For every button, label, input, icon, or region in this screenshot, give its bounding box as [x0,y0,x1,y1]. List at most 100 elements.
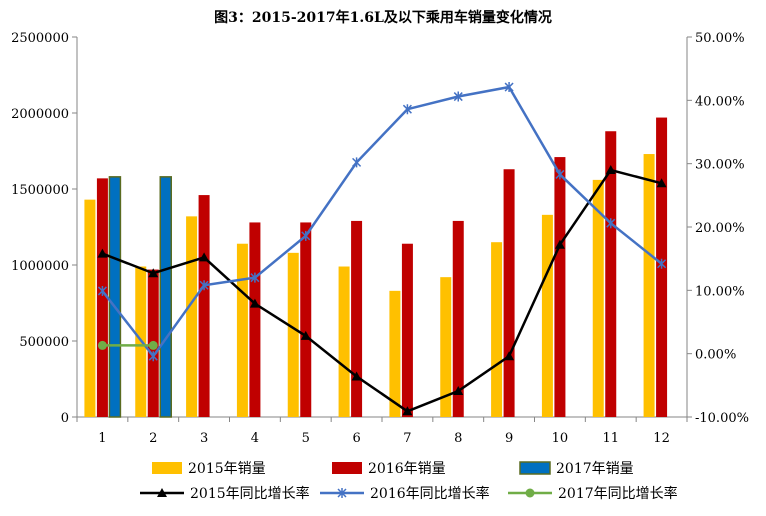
bar-2016-month-8 [452,220,464,417]
bar-2016-month-11 [605,131,617,418]
bar-2016-month-9 [503,169,515,417]
bar-2016-month-7 [401,243,413,417]
bar-2015-month-6 [338,266,350,417]
bar-2016-month-6 [351,220,363,417]
point-2015-month-11 [605,165,616,174]
bar-2015-month-7 [389,290,401,417]
point-2016-month-7-marker [402,104,412,115]
legend-swatch-2017-growth [508,488,552,498]
x-tick-label: 8 [454,431,462,446]
line-2016-growth [101,85,663,359]
x-tick-label: 4 [251,431,259,446]
bar-2015-month-1 [84,199,96,417]
bar-2015-month-3 [186,216,198,417]
bar-2015-month-12 [643,154,655,418]
point-2016-month-11-marker [606,218,616,229]
chart-title: 图3：2015-2017年1.6L及以下乘用车销量变化情况 [214,9,552,26]
point-2016-month-6-marker [352,157,362,168]
x-tick-label: 3 [200,431,208,446]
legend-swatch-2016-growth-marker [337,488,347,498]
left-tick-label: 0 [61,411,69,426]
x-tick-label: 11 [602,431,619,446]
right-tick-label: 0.00% [695,348,736,363]
point-2016-month-4 [250,272,260,283]
point-2015-month-4 [249,298,260,308]
left-tick-label: 500000 [19,335,69,350]
point-2016-month-5-marker [301,230,311,241]
x-tick-label: 5 [302,431,310,446]
point-2015-month-3 [199,252,210,262]
point-2015-month-1 [97,248,108,258]
point-2017-month-1 [97,340,107,350]
point-2016-month-1 [97,285,107,296]
right-tick-label: 20.00% [695,221,745,236]
point-2016-month-1-marker [97,285,107,296]
right-tick-label: 40.00% [695,94,745,109]
legend-swatch-2015-sales [152,462,182,474]
bar-2016-month-5 [300,222,312,417]
left-tick-label: 1000000 [11,259,69,274]
bar-2015-month-11 [592,179,604,417]
legend-label-2016-sales: 2016年销量 [368,461,446,477]
x-tick-label: 9 [505,431,513,446]
left-tick-label: 2500000 [11,31,69,46]
point-2015-month-12 [656,178,667,188]
bar-2017-month-2 [159,176,172,418]
legend-swatch-2015-growth-marker [157,488,167,497]
bar-2015-month-4 [236,243,248,417]
legend-swatch-2017-sales [519,461,551,475]
legend: 2015年销量 2016年销量 2017年销量 2015年同比增长率 2016年同比增长… [140,461,678,502]
point-2015-month-9 [504,351,515,361]
point-2016-month-12 [657,258,667,269]
point-2016-month-8-marker [453,91,463,102]
x-tick-label: 7 [403,431,411,446]
x-tick-label: 2 [149,431,157,446]
point-2015-month-10 [554,239,565,249]
point-2016-month-10 [555,169,565,180]
legend-swatch-2017-growth-marker [525,488,535,498]
legend-label-2017-sales: 2017年销量 [556,461,634,477]
legend-label-2016-growth: 2016年同比增长率 [370,485,490,502]
point-2016-month-3-marker [199,280,209,291]
point-2016-month-12-marker [657,258,667,269]
point-2016-month-2 [148,351,158,362]
point-2015-month-7 [402,406,413,416]
left-tick-label: 2000000 [11,107,69,122]
bar-2016-month-10 [554,157,566,417]
legend-swatch-2016-growth [320,488,364,498]
legend-swatch-2015-growth [140,488,184,497]
point-2016-month-5 [301,230,311,241]
bar-2016-month-4 [249,222,261,417]
bar-2015-month-10 [541,214,553,417]
legend-label-2017-growth: 2017年同比增长率 [558,485,678,502]
lines [97,82,667,416]
right-tick-label: 50.00% [695,31,745,46]
legend-label-2015-growth: 2015年同比增长率 [190,485,310,502]
right-tick-label: 30.00% [695,158,745,173]
point-2016-month-9 [504,82,514,93]
point-2015-month-6 [351,371,362,381]
axes: 0 500000 1000000 1500000 2000000 2500000 -10.0… [11,31,749,446]
x-tick-label: 10 [552,431,569,446]
x-tick-label: 12 [653,431,670,446]
bar-2015-month-8 [440,277,452,417]
line-2015-growth [101,168,662,413]
point-2015-month-5 [300,330,311,340]
x-tick-label: 6 [352,431,360,446]
x-tick-label: 1 [98,431,106,446]
point-2015-month-8 [453,386,464,396]
bar-2015-month-9 [491,242,503,417]
point-2016-month-2-marker [148,351,158,362]
point-2016-month-3 [199,280,209,291]
bar-2016-month-3 [198,195,210,417]
bar-2017-month-1 [108,176,122,418]
bar-2016-month-1 [96,178,108,417]
point-2015-month-2 [148,268,159,278]
right-tick-label: 10.00% [695,284,745,299]
left-tick-label: 1500000 [11,183,69,198]
point-2016-month-10-marker [555,169,565,180]
point-2016-month-4-marker [250,272,260,283]
point-2016-month-9-marker [504,82,514,93]
point-2016-month-8 [453,91,463,102]
